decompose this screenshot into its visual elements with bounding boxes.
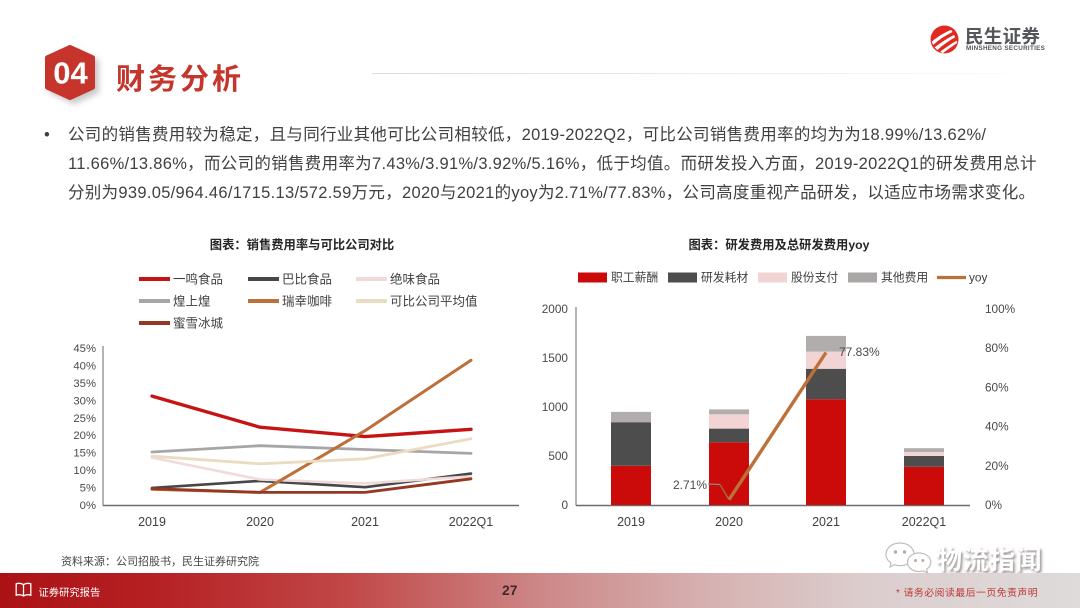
svg-text:蜜雪冰城: 蜜雪冰城 [173, 316, 224, 331]
svg-text:77.83%: 77.83% [839, 345, 880, 359]
svg-text:20%: 20% [73, 430, 96, 442]
svg-text:其他费用: 其他费用 [881, 271, 928, 285]
svg-text:5%: 5% [80, 483, 96, 495]
svg-text:100%: 100% [985, 302, 1016, 316]
svg-text:15%: 15% [73, 448, 96, 460]
svg-text:500: 500 [548, 449, 568, 463]
svg-text:30%: 30% [73, 395, 96, 407]
svg-text:45%: 45% [73, 343, 96, 355]
svg-text:煌上煌: 煌上煌 [173, 295, 211, 309]
svg-text:图表：销售费用率与可比公司对比: 图表：销售费用率与可比公司对比 [210, 237, 394, 252]
svg-text:80%: 80% [985, 341, 1009, 355]
svg-text:研发耗材: 研发耗材 [701, 271, 748, 285]
svg-text:yoy: yoy [969, 271, 987, 285]
svg-text:60%: 60% [985, 380, 1009, 394]
svg-text:1500: 1500 [542, 351, 569, 365]
svg-text:瑞幸咖啡: 瑞幸咖啡 [282, 294, 333, 309]
svg-text:40%: 40% [73, 360, 96, 372]
svg-text:10%: 10% [73, 465, 96, 477]
svg-text:2019: 2019 [617, 515, 645, 529]
svg-text:股份支付: 股份支付 [791, 271, 838, 285]
svg-text:绝味食品: 绝味食品 [390, 272, 440, 287]
svg-text:2022Q1: 2022Q1 [902, 515, 947, 529]
svg-text:0%: 0% [985, 498, 1003, 512]
svg-text:1000: 1000 [542, 400, 569, 414]
svg-text:0: 0 [561, 498, 568, 512]
svg-text:2019: 2019 [138, 515, 166, 529]
svg-text:2.71%: 2.71% [673, 478, 707, 492]
svg-text:可比公司平均值: 可比公司平均值 [390, 294, 478, 309]
svg-text:2020: 2020 [246, 515, 274, 529]
svg-text:20%: 20% [985, 459, 1009, 473]
svg-text:图表：研发费用及总研发费用yoy: 图表：研发费用及总研发费用yoy [688, 237, 869, 252]
svg-text:40%: 40% [985, 420, 1009, 434]
svg-text:2021: 2021 [812, 515, 840, 529]
svg-text:职工薪酬: 职工薪酬 [611, 271, 658, 285]
svg-text:2020: 2020 [715, 515, 743, 529]
svg-text:巴比食品: 巴比食品 [282, 272, 332, 287]
svg-text:一鸣食品: 一鸣食品 [173, 272, 223, 287]
svg-text:2022Q1: 2022Q1 [449, 515, 494, 529]
svg-text:2021: 2021 [351, 515, 379, 529]
svg-text:0%: 0% [80, 500, 96, 512]
svg-text:35%: 35% [73, 378, 96, 390]
svg-text:04: 04 [53, 56, 88, 91]
svg-text:2000: 2000 [542, 302, 569, 316]
svg-text:25%: 25% [73, 413, 96, 425]
